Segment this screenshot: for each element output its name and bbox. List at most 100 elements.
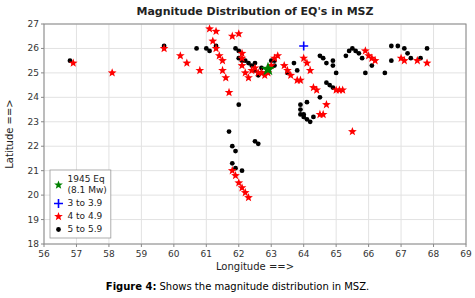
x-tick [401,244,402,247]
y-tick-label: 22 [28,141,39,151]
grid-line-x [173,24,174,244]
legend-label-line: 3 to 3.9 [68,198,103,208]
legend-label-line: (8.1 Mw) [68,185,107,195]
point [322,100,331,108]
point [261,62,275,76]
x-tick [303,244,304,247]
point [207,48,212,53]
grid-line-x [206,24,207,244]
legend-symbol [54,212,63,220]
point [299,42,308,51]
grid-line-y [44,97,466,98]
point [218,56,227,64]
y-tick [41,121,44,122]
x-tick-label: 58 [103,249,115,259]
legend-label: 1945 Eq(8.1 Mw) [68,174,107,195]
point [423,59,432,67]
legend-frame [50,170,111,238]
point [348,127,357,135]
point [308,119,313,124]
grid-line-y [44,146,466,147]
x-tick [336,244,337,247]
y-tick [41,97,44,98]
x-tick [108,244,109,247]
legend-symbol [54,180,63,188]
point [225,88,234,96]
y-tick [41,24,44,25]
point [240,168,245,173]
point [305,100,310,105]
legend-content: 1945 Eq(8.1 Mw) 3 to 3.9 4 to 4.9 5 to 5.9 [54,174,107,234]
point [244,193,253,201]
point [311,114,316,119]
point [230,144,235,149]
point [382,70,387,75]
x-tick-label: 64 [298,249,310,259]
legend-label: 3 to 3.9 [68,198,103,208]
point [195,66,204,74]
point [238,54,247,62]
point [405,51,410,56]
point [343,53,348,58]
point [312,85,321,93]
y-tick-label: 23 [28,117,39,127]
point [238,61,247,69]
grid-line-x [433,24,434,244]
point [296,76,305,84]
point [212,27,221,35]
x-axis-label: Longitude ==> [216,261,294,272]
point [395,44,400,49]
legend-symbol [54,199,63,208]
point [331,63,336,68]
x-tick [206,244,207,247]
point [231,171,240,179]
point [371,56,380,64]
y-tick-label: 18 [28,239,40,249]
legend-label-line: 5 to 5.9 [68,224,103,234]
background [0,0,475,298]
x-tick-label: 62 [233,249,244,259]
caption-part: Shows the magnitude distribution in MSZ. [160,281,370,292]
point [338,85,347,93]
x-tick-label: 66 [363,249,375,259]
point [221,73,230,81]
point [295,68,300,73]
y-tick [41,146,44,147]
x-tick-label: 59 [136,249,148,259]
y-tick-label: 26 [28,43,40,53]
series [261,62,275,76]
chart: 5657585960616263646566676869181920212223… [0,0,475,298]
point [292,61,297,66]
y-tick [41,72,44,73]
grid-line-y [44,121,466,122]
series [68,44,430,173]
x-tick [238,244,239,247]
point [318,95,323,100]
title: Magnitude Distribution of EQ's in MSZ [136,5,373,18]
legend-symbol [56,227,61,232]
x-tick [433,244,434,247]
y-tick-label: 20 [28,190,40,200]
legend: 1945 Eq(8.1 Mw) 3 to 3.9 4 to 4.9 5 to 5.9 [50,170,111,238]
point [208,37,217,45]
x-tick [141,244,142,247]
point [318,53,323,58]
point [286,71,295,79]
point [182,59,191,67]
legend-label: 4 to 4.9 [68,211,103,221]
point [389,44,394,49]
x-tick-label: 61 [201,249,212,259]
point [425,46,430,51]
x-tick-label: 68 [428,249,440,259]
point [160,44,169,52]
point [218,66,227,74]
point [360,56,365,61]
grid-line-x [336,24,337,244]
x-tick-label: 56 [38,249,50,259]
point [108,68,117,76]
x-tick [466,244,467,247]
point [389,58,394,63]
legend-label-line: 1945 Eq [68,174,105,184]
x-tick-label: 63 [266,249,277,259]
point [363,70,368,75]
